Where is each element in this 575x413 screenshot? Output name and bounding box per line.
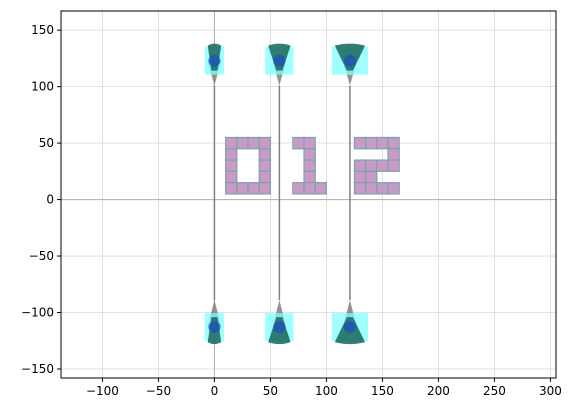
- digit-cell: [387, 182, 400, 195]
- digit-cell: [258, 148, 272, 161]
- digit-cell: [303, 182, 316, 195]
- digit-cell: [236, 182, 249, 195]
- digit-cell: [353, 182, 367, 195]
- y-axis-ticks: −150 −100 −50 0 50 100 150: [21, 23, 61, 376]
- digit-cell: [353, 170, 367, 184]
- x-tick-label: 0: [211, 384, 219, 398]
- plot-frame: [60, 10, 557, 379]
- digit-cell: [376, 182, 389, 195]
- digit-cell: [292, 182, 305, 195]
- digit-cell: [303, 170, 316, 184]
- probe: [331, 43, 369, 345]
- probes: [204, 43, 369, 345]
- probe-top-marker: [343, 54, 356, 67]
- digit-cell: [258, 170, 272, 184]
- probe-bottom-marker: [273, 321, 286, 334]
- y-tick-label: −150: [21, 362, 54, 376]
- digit-cell: [303, 148, 316, 161]
- digit-cell: [303, 136, 316, 150]
- digit-cell: [387, 159, 400, 172]
- digit-cell: [247, 182, 260, 195]
- probe-bottom-marker: [208, 321, 221, 334]
- digit-cell: [365, 136, 378, 150]
- digit-cell: [303, 159, 316, 172]
- y-tick-label: 100: [31, 80, 54, 94]
- digit-cell: [365, 159, 378, 172]
- digit-cell: [225, 182, 238, 195]
- digit-cell: [387, 136, 400, 150]
- x-tick-label: 100: [315, 384, 338, 398]
- digit-cell: [376, 136, 389, 150]
- x-tick-label: 250: [483, 384, 506, 398]
- probe: [265, 43, 294, 345]
- digit-cell: [292, 136, 305, 150]
- probe: [204, 43, 225, 345]
- digit-cell: [376, 159, 389, 172]
- x-axis-ticks: −100 −50 0 50 100 150 200 250 300: [86, 378, 562, 398]
- digit-cell: [225, 148, 238, 161]
- x-tick-label: −50: [146, 384, 171, 398]
- digit-cell: [258, 182, 272, 195]
- y-tick-label: 50: [39, 136, 54, 150]
- x-tick-label: 150: [371, 384, 394, 398]
- y-tick-label: −100: [21, 306, 54, 320]
- probe-top-marker: [273, 54, 286, 67]
- digit-cell: [225, 136, 238, 150]
- y-tick-label: 150: [31, 23, 54, 37]
- x-tick-label: −100: [86, 384, 119, 398]
- x-tick-label: 50: [263, 384, 278, 398]
- x-tick-label: 200: [427, 384, 450, 398]
- probe-bottom-marker: [343, 321, 356, 334]
- digit-cell: [353, 159, 367, 172]
- digit-cell: [365, 170, 378, 184]
- x-tick-label: 300: [539, 384, 562, 398]
- digit-cell: [365, 182, 378, 195]
- digit-cell: [314, 182, 328, 195]
- probe-top-marker: [208, 54, 221, 67]
- digit-cell: [225, 159, 238, 172]
- digit-cell: [225, 170, 238, 184]
- digit-cell: [258, 159, 272, 172]
- digit-cell: [387, 148, 400, 161]
- digit-cell: [236, 136, 249, 150]
- y-tick-label: 0: [46, 193, 54, 207]
- digit-cell: [258, 136, 272, 150]
- digit-cell: [353, 136, 367, 150]
- digit-cell: [247, 136, 260, 150]
- digit-cells: [225, 136, 400, 195]
- y-tick-label: −50: [29, 249, 54, 263]
